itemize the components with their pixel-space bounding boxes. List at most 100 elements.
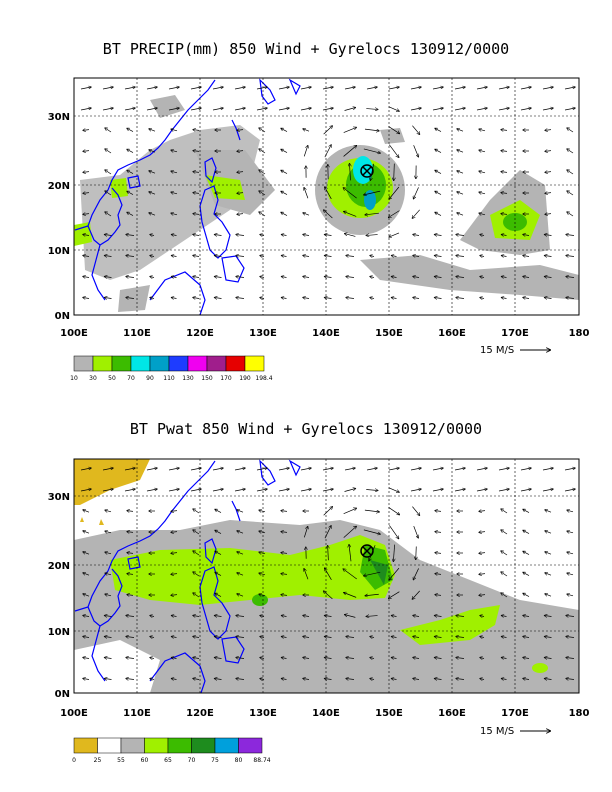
colorbar-swatch xyxy=(130,355,151,372)
wind-vector xyxy=(83,573,90,576)
wind-vector xyxy=(413,568,419,579)
wind-vector xyxy=(171,532,178,533)
panel1-gridlines xyxy=(74,78,579,315)
wind-vector xyxy=(413,637,420,638)
wind-vector xyxy=(126,616,135,617)
wind-vector xyxy=(520,87,531,90)
wind-vector xyxy=(498,489,509,492)
wind-vector xyxy=(105,510,112,512)
wind-vector xyxy=(388,87,399,90)
wind-vector xyxy=(215,235,222,236)
wind-vector xyxy=(281,553,288,554)
wind-vector xyxy=(237,573,244,576)
lon-label: 110E xyxy=(123,708,151,719)
wind-vector xyxy=(256,468,267,471)
wind-vector xyxy=(566,277,575,278)
wind-vector xyxy=(392,637,397,638)
wind-vector xyxy=(344,87,355,90)
wind-vector xyxy=(278,489,289,492)
wind-vector xyxy=(392,256,397,257)
wind-vector xyxy=(567,552,574,554)
wind-vector xyxy=(435,658,442,659)
wind-vector xyxy=(545,510,552,513)
wind-vector xyxy=(523,256,530,257)
wind-vector xyxy=(105,256,112,257)
wind-vector xyxy=(566,235,575,236)
wind-vector xyxy=(149,129,156,132)
wind-vector xyxy=(435,679,442,680)
wind-vector xyxy=(523,593,530,597)
wind-vector xyxy=(146,489,157,492)
wind-vector xyxy=(480,658,485,659)
wind-vector xyxy=(457,150,464,153)
panel2-lat-labels: 0N 10N 20N 30N xyxy=(48,492,70,700)
wind-vector xyxy=(456,256,465,257)
wind-vector xyxy=(432,468,443,471)
wind-vector xyxy=(545,573,552,576)
wind-vector xyxy=(567,170,574,175)
wind-vector xyxy=(545,552,552,555)
wind-vector xyxy=(190,489,201,492)
wind-vector xyxy=(150,658,155,659)
wind-vector xyxy=(392,616,397,617)
panel1-wind-vectors xyxy=(80,87,575,299)
wind-vector xyxy=(260,616,265,617)
wind-vector xyxy=(370,658,375,659)
colorbar-swatch xyxy=(92,355,113,372)
wind-vector xyxy=(215,298,222,299)
wind-vector xyxy=(501,214,508,215)
wind-vector xyxy=(83,679,90,680)
wind-vector xyxy=(212,468,223,471)
wind-vector xyxy=(370,637,375,638)
colorbar-swatch xyxy=(167,737,192,754)
wind-vector xyxy=(435,235,442,236)
wind-vector xyxy=(260,277,265,278)
wind-vector xyxy=(260,298,265,299)
scale-label: 15 M/S xyxy=(480,726,514,737)
wind-vector xyxy=(523,530,530,534)
wind-vector xyxy=(566,298,575,299)
wind-vector xyxy=(567,573,574,575)
wind-vector xyxy=(193,235,200,236)
wind-vector xyxy=(545,531,552,534)
wind-vector xyxy=(542,489,553,492)
wind-vector xyxy=(502,298,507,299)
colorbar-label: 198.4 xyxy=(255,375,272,382)
wind-vector xyxy=(388,487,399,492)
wind-vector xyxy=(124,87,135,90)
wind-vector xyxy=(564,489,575,492)
wind-vector xyxy=(344,212,357,217)
wind-vector xyxy=(278,108,289,111)
wind-vector xyxy=(363,529,380,534)
panel2-wind-vectors xyxy=(80,468,575,680)
wind-vector xyxy=(236,637,245,638)
wind-vector xyxy=(105,170,112,175)
wind-vector xyxy=(454,108,465,111)
wind-vector xyxy=(127,212,134,216)
wind-vector xyxy=(237,130,244,131)
wind-vector xyxy=(237,594,244,597)
wind-vector xyxy=(567,212,574,217)
wind-vector xyxy=(567,191,574,196)
wind-vector xyxy=(344,488,356,492)
colorbar-label: 55 xyxy=(117,757,125,764)
wind-vector xyxy=(413,277,420,278)
wind-vector xyxy=(303,256,310,257)
colorbar-swatch xyxy=(187,355,208,372)
wind-vector xyxy=(105,212,112,217)
wind-vector xyxy=(282,679,287,680)
wind-vector xyxy=(502,235,507,236)
colorbar-swatch xyxy=(120,737,145,754)
wind-vector xyxy=(545,616,552,617)
wind-vector xyxy=(456,679,465,680)
wind-vector xyxy=(520,108,531,111)
wind-vector xyxy=(410,468,421,471)
wind-vector xyxy=(324,210,333,219)
lon-label: 120E xyxy=(186,708,214,719)
wind-vector xyxy=(479,213,486,215)
panel1-colorbar: 10 30 50 70 90 110 130 150 170 190 198.4 xyxy=(70,355,273,382)
wind-vector xyxy=(193,658,200,659)
wind-vector xyxy=(366,87,377,90)
wind-vector xyxy=(234,489,245,492)
wind-vector xyxy=(523,679,530,680)
